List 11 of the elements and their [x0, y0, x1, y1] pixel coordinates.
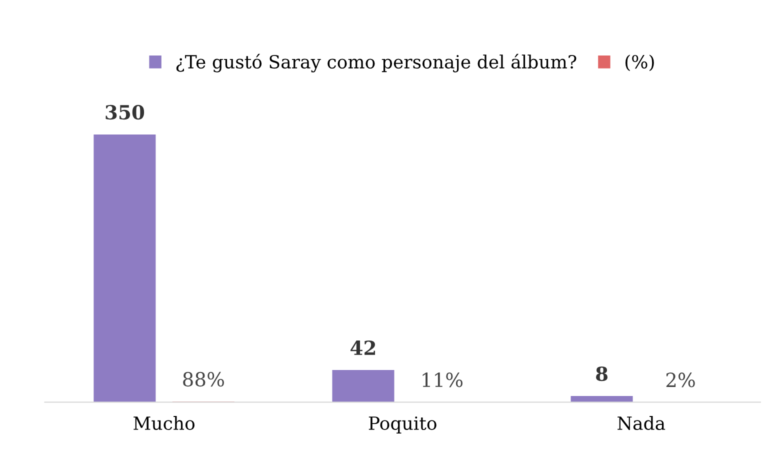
x-tick-label: Nada [618, 416, 666, 430]
x-tick-label: Mucho [134, 416, 195, 430]
data-label: 350 [106, 104, 144, 120]
x-tick-label: Poquito [368, 416, 436, 434]
data-label: 11% [422, 372, 462, 388]
data-label: 8 [596, 366, 608, 382]
data-label: 88% [183, 372, 224, 387]
data-label: 2% [666, 372, 695, 388]
data-label: 42 [350, 340, 376, 355]
legend-label: ¿Te gustó Saray como personaje del álbum? [176, 54, 576, 72]
legend-label: (%) [625, 54, 654, 72]
